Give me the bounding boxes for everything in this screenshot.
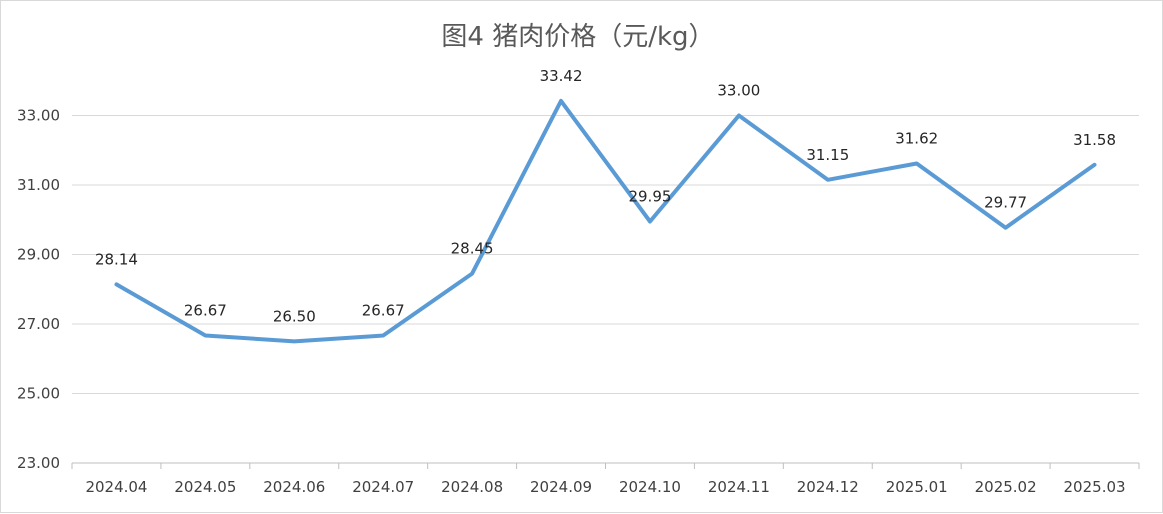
x-tick-label: 2024.06 (263, 478, 325, 496)
data-label: 31.58 (1073, 131, 1116, 149)
data-label: 33.00 (717, 82, 760, 100)
data-label: 29.77 (984, 194, 1027, 212)
x-tick-label: 2024.04 (85, 478, 147, 496)
chart-title: 图4 猪肉价格（元/kg） (441, 22, 714, 52)
series-line (114, 98, 1097, 344)
x-tick-label: 2024.11 (708, 478, 770, 496)
y-tick-label: 33.00 (17, 107, 60, 125)
y-tick-label: 25.00 (17, 385, 60, 403)
data-label: 28.14 (95, 250, 138, 268)
gridlines (72, 115, 1139, 394)
x-tick-label: 2024.08 (441, 478, 503, 496)
data-label: 26.67 (184, 301, 227, 319)
x-tick-label: 2025.02 (975, 478, 1037, 496)
data-label: 28.45 (451, 240, 494, 258)
x-tick-label: 2024.05 (174, 478, 236, 496)
data-label: 26.50 (273, 307, 316, 325)
x-tick-label: 2025.03 (1064, 478, 1126, 496)
data-label: 29.95 (628, 187, 671, 205)
x-axis-ticks: 2024.04 2024.05 2024.06 2024.07 2024.08 2024.… (85, 478, 1125, 496)
y-axis-ticks: 23.00 25.00 27.00 29.00 31.00 33.00 (17, 107, 60, 473)
x-tick-label: 2024.10 (619, 478, 681, 496)
x-tick-label: 2024.07 (352, 478, 414, 496)
y-tick-label: 27.00 (17, 315, 60, 333)
data-label: 31.15 (806, 146, 849, 164)
y-tick-label: 31.00 (17, 176, 60, 194)
data-label: 26.67 (362, 301, 405, 319)
x-tick-label: 2024.09 (530, 478, 592, 496)
series-layer (114, 98, 1097, 344)
x-axis (71, 462, 1140, 469)
data-label: 33.42 (540, 67, 583, 85)
y-tick-label: 29.00 (17, 246, 60, 264)
x-tick-label: 2024.12 (797, 478, 859, 496)
data-label: 31.62 (895, 129, 938, 147)
y-tick-label: 23.00 (17, 454, 60, 472)
data-labels: 28.14 26.67 26.50 26.67 28.45 33.42 29.95 33.00… (95, 67, 1116, 325)
x-tick-label: 2025.01 (886, 478, 948, 496)
